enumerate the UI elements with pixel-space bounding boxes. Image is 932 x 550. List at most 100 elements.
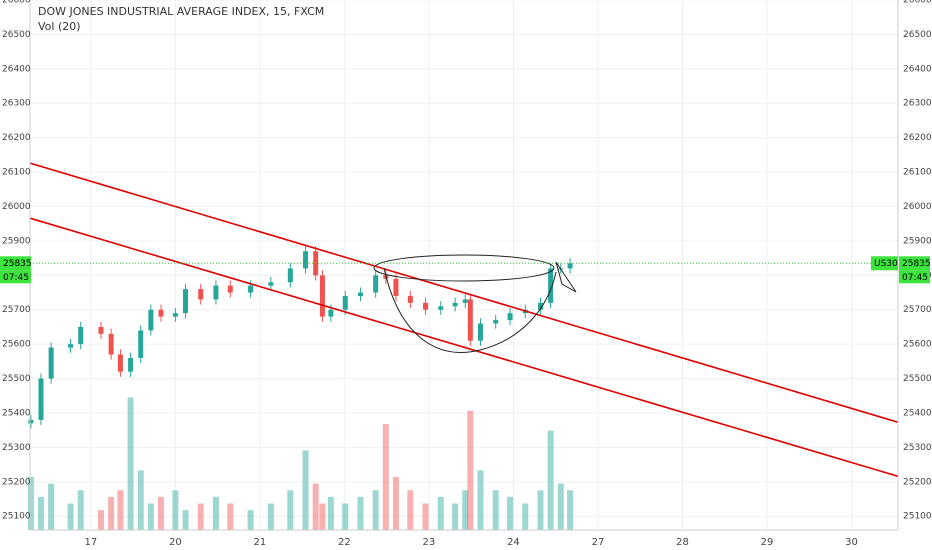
y-tick-label: 25100 (903, 512, 932, 522)
y-tick-label: 26500 (903, 30, 932, 40)
y-tick-label: 25900 (2, 236, 31, 246)
x-tick-label: 30 (845, 537, 858, 548)
candle-body (172, 313, 178, 317)
x-tick-label: 21 (254, 537, 267, 548)
volume-bar (108, 496, 115, 530)
y-tick-label: 25300 (2, 443, 31, 453)
volume-bar (467, 410, 474, 530)
volume-bar (77, 490, 84, 530)
x-tick-label: 23 (423, 537, 436, 548)
candle-body (248, 285, 254, 293)
y-tick-label: 26300 (903, 99, 932, 109)
candle-layer (28, 246, 573, 429)
candle-body (373, 275, 379, 293)
price-label: 25835 (902, 259, 931, 269)
y-tick-label: 25400 (903, 408, 932, 418)
volume-bar (117, 490, 124, 530)
y-tick-label: 26100 (903, 168, 932, 178)
volume-bar (327, 496, 334, 530)
y-tick-label: 25600 (2, 340, 31, 350)
time-label: 07:45 (902, 273, 928, 283)
y-tick-label: 26400 (2, 64, 31, 74)
volume-bar (492, 490, 499, 530)
trend-layer (29, 162, 899, 478)
candle-body (78, 326, 84, 345)
chart-title: DOW JONES INDUSTRIAL AVERAGE INDEX, 15, … (38, 5, 324, 18)
candle-body (567, 263, 573, 269)
y-tick-label: 25700 (2, 305, 31, 315)
volume-bar (147, 503, 154, 530)
symbol-badge (871, 256, 898, 271)
y-tick-label: 25100 (2, 512, 31, 522)
volume-bar (127, 397, 134, 530)
candle-body (319, 275, 325, 317)
volume-bar (477, 470, 484, 530)
volume-bar (312, 483, 319, 530)
candle-body (393, 278, 399, 296)
y-tick-label: 26200 (2, 133, 31, 143)
x-tick-label: 27 (592, 537, 605, 548)
y-tick-label: 25500 (903, 374, 932, 384)
y-tick-label: 25400 (2, 408, 31, 418)
candle-body (183, 289, 189, 314)
candle-body (38, 378, 44, 420)
grid (30, 0, 898, 530)
candle-body (462, 299, 468, 303)
candle-body (423, 302, 429, 310)
volume-bar (247, 510, 254, 530)
candle-body (303, 251, 309, 269)
volume-bar (507, 496, 514, 530)
volume-bar (382, 424, 389, 530)
price-label: 25835 (3, 259, 32, 269)
volume-bar (422, 503, 429, 530)
candle-body (467, 299, 473, 341)
candle-body (357, 292, 363, 296)
volume-bar (37, 496, 44, 530)
volume-layer (27, 397, 574, 530)
y-tick-label: 26100 (2, 168, 31, 178)
volume-bar (67, 503, 74, 530)
candle-body (493, 320, 499, 324)
time-label: 07:45 (3, 273, 29, 283)
y-tick-label: 25500 (2, 374, 31, 384)
y-tick-label: 26400 (903, 64, 932, 74)
volume-bar (267, 503, 274, 530)
volume-bar (537, 490, 544, 530)
candle-body (158, 309, 164, 317)
y-tick-label: 26600 (2, 0, 31, 6)
volume-bar (557, 483, 564, 530)
volume-bar (407, 490, 414, 530)
y-tick-label: 26000 (2, 202, 31, 212)
drawing-cup (383, 267, 557, 353)
drawing-ellipse (373, 254, 555, 282)
x-tick-label: 20 (169, 537, 182, 548)
candle-body (342, 295, 348, 310)
candle-body (507, 313, 513, 321)
x-tick-label: 29 (761, 537, 774, 548)
volume-bar (158, 496, 165, 530)
volume-bar (372, 490, 379, 530)
candle-body (128, 357, 134, 372)
y-tick-label: 26300 (2, 99, 31, 109)
trend-line (29, 217, 899, 478)
x-tick-label: 28 (676, 537, 689, 548)
y-tick-label: 25900 (903, 236, 932, 246)
volume-bar (437, 496, 444, 530)
candle-body (537, 302, 543, 310)
time-badge (899, 270, 930, 284)
candle-body (407, 295, 413, 303)
volume-bar (319, 503, 326, 530)
x-tick-label: 17 (84, 537, 97, 548)
y-tick-label: 25200 (903, 477, 932, 487)
volume-bar (392, 477, 399, 530)
candle-body (213, 285, 219, 300)
y-tick-label: 26000 (903, 202, 932, 212)
candle-body (227, 285, 233, 293)
candle-body (268, 282, 274, 286)
y-tick-label: 26600 (903, 0, 932, 6)
volume-bar (452, 503, 459, 530)
candle-body (28, 419, 34, 424)
candle-body (68, 344, 74, 348)
candle-body (452, 302, 458, 307)
